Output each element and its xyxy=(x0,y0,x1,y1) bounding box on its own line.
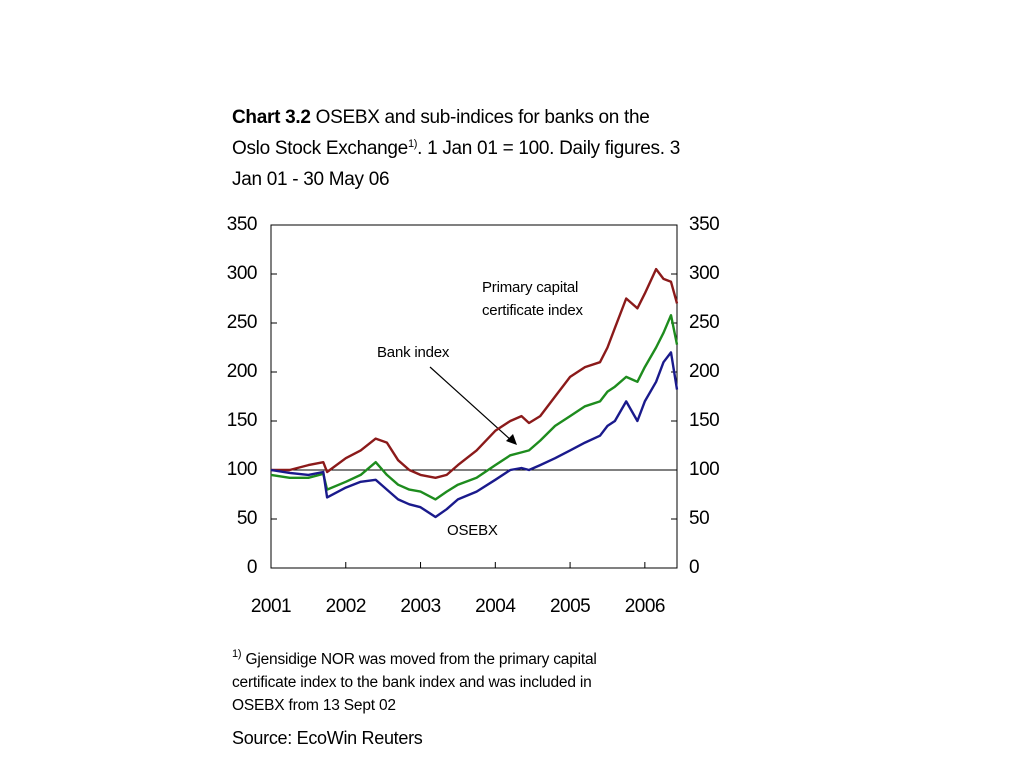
title-sup: 1) xyxy=(407,138,418,150)
series-line xyxy=(270,351,679,519)
y2-tick-label: 300 xyxy=(689,263,719,284)
arrow-line xyxy=(429,366,513,442)
chart-title: Chart 3.2 OSEBX and sub-indices for bank… xyxy=(232,102,692,195)
annotation: Bank index xyxy=(377,344,450,361)
y-tick-label: 300 xyxy=(227,263,257,284)
arrow-head xyxy=(506,434,517,445)
y2-tick-label: 0 xyxy=(689,557,699,578)
plot-frame xyxy=(270,224,678,569)
x-tick-label: 2003 xyxy=(400,596,440,617)
y-tick-label: 350 xyxy=(227,214,257,235)
y-tick-label: 0 xyxy=(247,557,257,578)
footnote: 1) Gjensidige NOR was moved from the pri… xyxy=(232,648,642,717)
x-tick-label: 2004 xyxy=(475,596,516,617)
title-bold: Chart 3.2 xyxy=(232,107,311,128)
y2-tick-label: 100 xyxy=(689,459,719,480)
series-line xyxy=(271,267,679,479)
footnote-text: Gjensidige NOR was moved from the primar… xyxy=(232,651,597,714)
x-tick-label: 2006 xyxy=(625,596,665,617)
annotation: Primary capital certificate index xyxy=(482,279,583,319)
title-text: OSEBX and sub-indices for banks on the O… xyxy=(232,107,650,159)
source: Source: EcoWin Reuters xyxy=(232,728,423,748)
y-tick-label: 250 xyxy=(227,312,257,333)
y2-tick-label: 200 xyxy=(689,361,719,382)
y2-tick-label: 150 xyxy=(689,410,719,431)
annotation: OSEBX xyxy=(447,522,498,539)
x-tick-label: 2002 xyxy=(326,596,366,617)
y2-tick-label: 250 xyxy=(689,312,719,333)
y-tick-label: 200 xyxy=(227,361,257,382)
y2-tick-label: 50 xyxy=(689,508,709,529)
y-tick-label: 50 xyxy=(237,508,257,529)
footnote-sup: 1) xyxy=(232,648,242,660)
y-tick-label: 150 xyxy=(227,410,257,431)
x-tick-label: 2005 xyxy=(550,596,590,617)
title-rest: . 1 Jan 01 = 100. Daily figures. 3 Jan 0… xyxy=(232,138,680,190)
series-line xyxy=(270,314,679,501)
x-tick-label: 2001 xyxy=(251,596,291,617)
y2-tick-label: 350 xyxy=(689,214,719,235)
y-tick-label: 100 xyxy=(227,459,257,480)
